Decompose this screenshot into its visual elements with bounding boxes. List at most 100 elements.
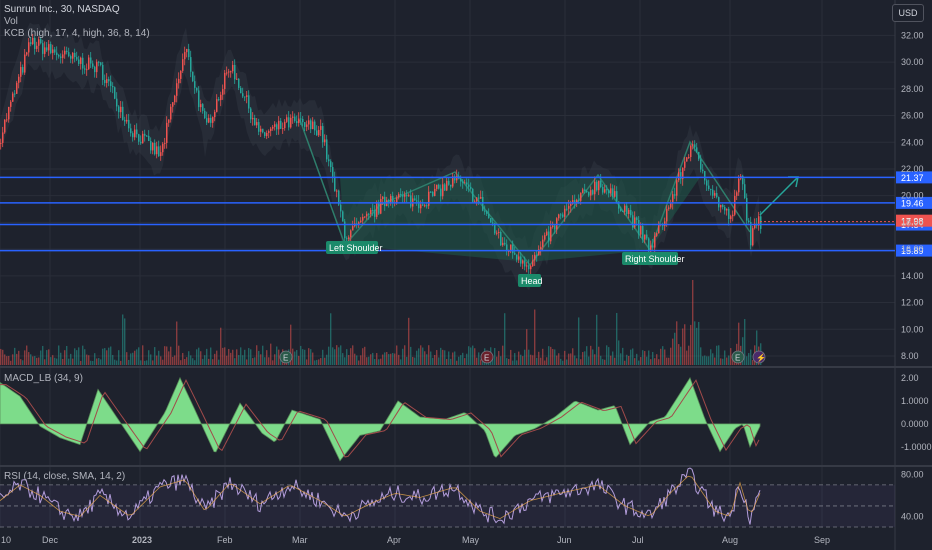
candle-body [382, 196, 384, 200]
price-candles [0, 33, 762, 275]
rsi-legend[interactable]: RSI (14, close, SMA, 14, 2) [4, 471, 126, 482]
candle-body [498, 231, 500, 233]
candle-body [654, 235, 656, 248]
volume-bar [728, 355, 730, 365]
volume-bar [480, 359, 482, 365]
volume-bar [332, 347, 334, 365]
candle-body [148, 135, 150, 142]
volume-bar [156, 355, 158, 365]
symbol-title[interactable]: Sunrun Inc., 30, NASDAQ [4, 4, 120, 15]
candle-body [346, 238, 348, 240]
candle-body [36, 45, 38, 49]
volume-bar [92, 360, 94, 365]
earnings-markers[interactable]: E E E ⚡ [279, 350, 766, 364]
volume-bar [590, 345, 592, 365]
candle-body [168, 119, 170, 123]
volume-bar [178, 345, 180, 365]
candle-body [724, 206, 726, 211]
candle-body [470, 186, 472, 189]
candle-body [726, 208, 728, 211]
volume-bar [232, 349, 234, 365]
volume-bar [692, 280, 694, 365]
candle-body [596, 181, 598, 191]
volume-bar [364, 346, 366, 365]
volume-bar [100, 359, 102, 365]
volume-bar [730, 348, 732, 365]
macd-legend[interactable]: MACD_LB (34, 9) [4, 373, 83, 384]
candle-body [648, 238, 650, 252]
volume-bar [220, 327, 222, 365]
candle-body [218, 99, 220, 101]
volume-bar [690, 324, 692, 365]
currency-button[interactable]: USD [892, 4, 924, 22]
volume-bar [562, 360, 564, 365]
candle-body [452, 176, 454, 187]
candle-body [370, 210, 372, 214]
candle-body [196, 87, 198, 91]
candle-body [632, 215, 634, 228]
candle-body [700, 159, 702, 170]
volume-bar [4, 354, 6, 365]
volume-legend[interactable]: Vol [4, 16, 18, 27]
volume-bar [658, 359, 660, 365]
candle-body [110, 81, 112, 87]
volume-bar [756, 330, 758, 365]
candle-body [88, 57, 90, 70]
volume-bar [250, 349, 252, 365]
volume-bar [602, 359, 604, 365]
candle-body [692, 144, 694, 146]
volume-bar [746, 356, 748, 365]
volume-bar [328, 346, 330, 365]
candle-body [650, 245, 652, 252]
volume-bar [28, 352, 30, 365]
volume-bar [320, 358, 322, 365]
candle-body [162, 143, 164, 153]
kcb-legend[interactable]: KCB (high, 17, 4, high, 36, 8, 14) [4, 28, 150, 39]
volume-bar [60, 352, 62, 365]
candle-body [264, 132, 266, 137]
candle-body [52, 49, 54, 53]
candle-body [396, 197, 398, 203]
candle-body [594, 181, 596, 195]
time-tick-label: Sep [814, 535, 830, 545]
volume-bar [438, 357, 440, 365]
candle-body [434, 188, 436, 197]
volume-bar [210, 347, 212, 365]
candle-body [644, 234, 646, 240]
volume-bar [468, 346, 470, 365]
candle-body [620, 208, 622, 212]
candle-body [160, 152, 162, 157]
volume-bar [516, 360, 518, 365]
price-line-tag [896, 171, 932, 184]
candle-body [562, 214, 564, 217]
pattern-label-box [326, 241, 378, 254]
candle-body [674, 194, 676, 196]
volume-bar [588, 356, 590, 365]
volume-bar [366, 357, 368, 365]
candle-body [132, 133, 134, 138]
volume-bar [118, 350, 120, 365]
candle-body [116, 98, 118, 107]
candle-body [124, 119, 126, 122]
candle-body [732, 214, 734, 217]
candle-body [520, 256, 522, 264]
candle-body [234, 64, 236, 80]
volume-bar [466, 353, 468, 365]
rsi-tick-label: 80.00 [901, 469, 924, 479]
volume-bar [264, 357, 266, 365]
candle-body [348, 237, 350, 240]
candle-body [622, 211, 624, 213]
volume-bar [164, 346, 166, 365]
candle-body [578, 199, 580, 201]
candle-body [546, 231, 548, 236]
volume-bar [540, 357, 542, 365]
volume-bar [46, 350, 48, 365]
volume-bar [566, 359, 568, 365]
candle-body [548, 231, 550, 242]
candle-body [624, 205, 626, 212]
volume-bar [22, 360, 24, 365]
volume-bar [208, 358, 210, 365]
time-tick-label: Mar [292, 535, 308, 545]
